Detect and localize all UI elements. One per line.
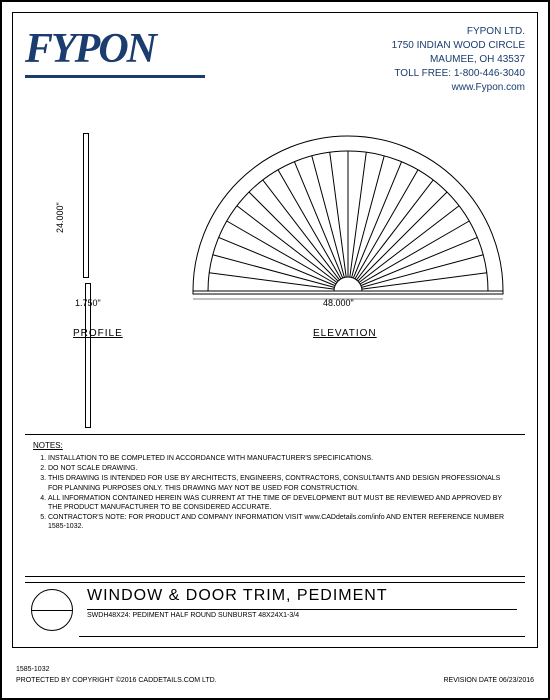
company-web: www.Fypon.com [392,81,525,95]
elevation-label: ELEVATION [313,328,377,339]
footer-copyright: PROTECTED BY COPYRIGHT ©2016 CADDETAILS.… [16,677,217,684]
title-description: SWDH48X24: PEDIMENT HALF ROUND SUNBURST … [87,609,517,619]
company-addr1: 1750 INDIAN WOOD CIRCLE [392,39,525,53]
footer-revision: REVISION DATE 06/23/2016 [443,677,534,684]
company-addr2: MAUMEE, OH 43537 [392,53,525,67]
footer: 1585-1032 PROTECTED BY COPYRIGHT ©2016 C… [16,654,534,684]
company-info: FYPON LTD. 1750 INDIAN WOOD CIRCLE MAUME… [392,25,525,115]
title-category: WINDOW & DOOR TRIM, PEDIMENT [87,587,517,605]
note-item: DO NOT SCALE DRAWING. [48,464,517,473]
notes-list: INSTALLATION TO BE COMPLETED IN ACCORDAN… [33,454,517,531]
note-item: ALL INFORMATION CONTAINED HEREIN WAS CUR… [48,494,517,512]
note-item: THIS DRAWING IS INTENDED FOR USE BY ARCH… [48,474,517,492]
drawing-area: 24.000" 1.750" PROFILE 48.000" ELEVATION [33,123,517,403]
sunburst-icon [188,133,508,303]
profile-width-dim: 1.750" [75,298,101,308]
profile-height-dim: 24.000" [55,202,65,233]
logo-block: FYPON [25,25,205,115]
header: FYPON FYPON LTD. 1750 INDIAN WOOD CIRCLE… [25,25,525,115]
profile-label: PROFILE [73,328,123,339]
detail-marker-icon [31,589,73,631]
company-name: FYPON LTD. [392,25,525,39]
title-block: WINDOW & DOOR TRIM, PEDIMENT SWDH48X24: … [25,582,525,637]
inner-frame: FYPON FYPON LTD. 1750 INDIAN WOOD CIRCLE… [12,12,538,648]
divider-2 [25,576,525,577]
page-frame: FYPON FYPON LTD. 1750 INDIAN WOOD CIRCLE… [0,0,550,700]
title-text: WINDOW & DOOR TRIM, PEDIMENT SWDH48X24: … [79,583,525,637]
note-item: CONTRACTOR'S NOTE: FOR PRODUCT AND COMPA… [48,513,517,531]
logo-text: FYPON [25,25,205,73]
notes-section: NOTES: INSTALLATION TO BE COMPLETED IN A… [33,441,517,532]
elevation-width-dim: 48.000" [323,298,354,308]
notes-title: NOTES: [33,441,517,451]
footer-ref: 1585-1032 [16,666,217,673]
elevation-view: 48.000" ELEVATION [188,133,508,308]
profile-rect-1 [83,133,89,278]
company-phone: TOLL FREE: 1-800-446-3040 [392,67,525,81]
note-item: INSTALLATION TO BE COMPLETED IN ACCORDAN… [48,454,517,463]
divider-1 [25,434,525,435]
logo-underline [25,75,205,78]
